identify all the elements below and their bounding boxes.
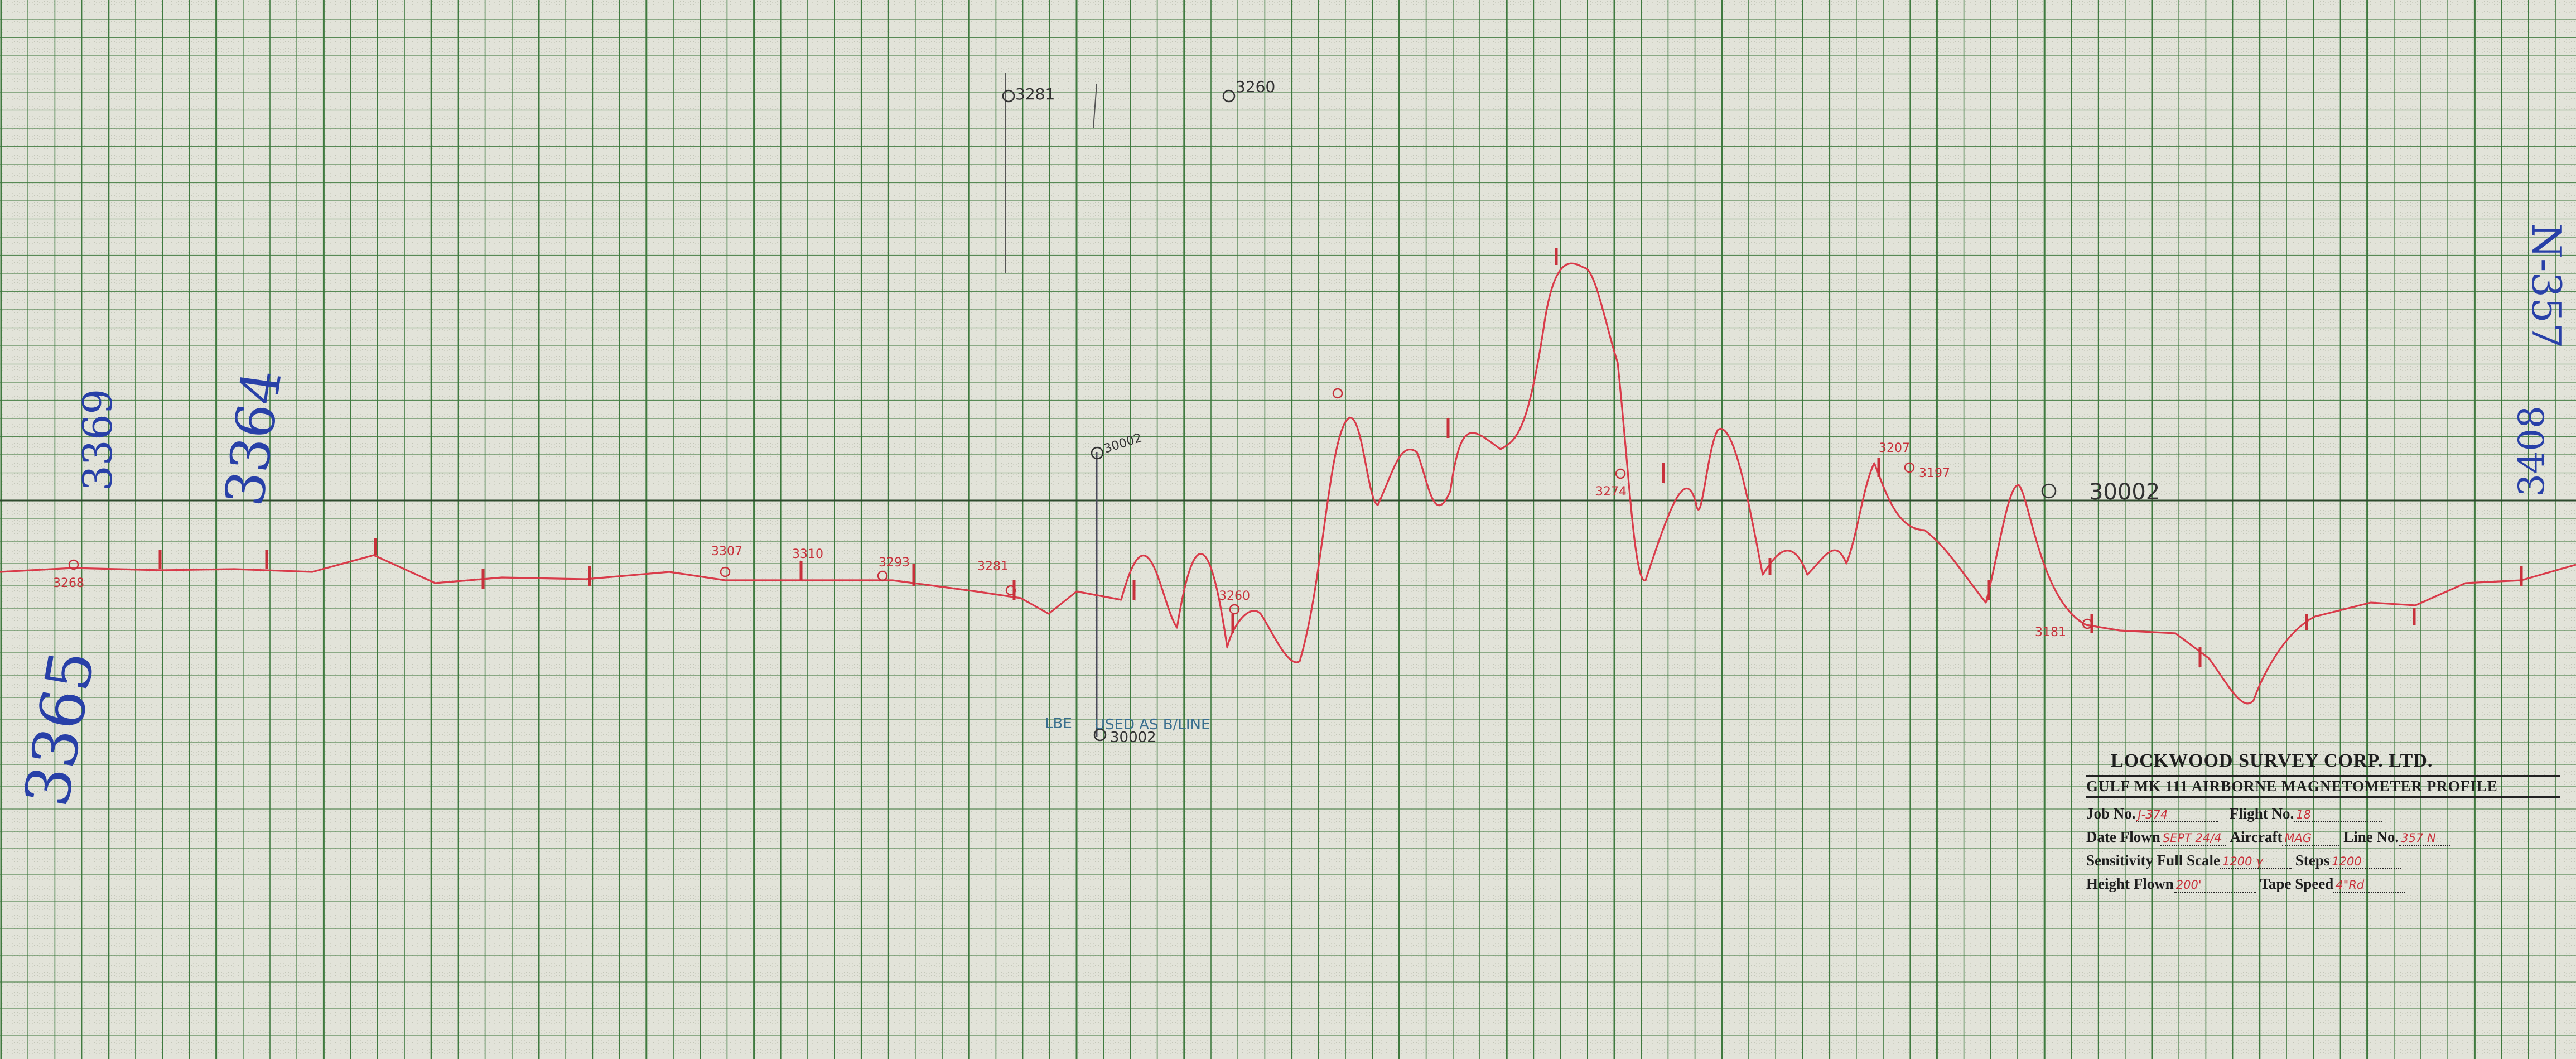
row-height: Height Flown 200' Tape Speed 4"Rd xyxy=(2086,875,2405,893)
fid-handwritten-3408: 3408 xyxy=(2511,406,2553,497)
row-sensitivity: Sensitivity Full Scale 1200 γ Steps 1200 xyxy=(2086,852,2401,869)
date-flown-value: SEPT 24/4 xyxy=(2160,831,2226,846)
fid-circles xyxy=(68,388,2093,629)
tape-speed-value: 4"Rd xyxy=(2333,878,2405,893)
tape-speed-label: Tape Speed xyxy=(2260,875,2334,892)
line-no-value: 357 N xyxy=(2399,831,2451,846)
height-flown-label: Height Flown xyxy=(2086,875,2174,892)
fid-label: 3310 xyxy=(792,547,823,561)
line-number-handwritten: N-357 xyxy=(2523,223,2570,349)
title-block: LOCKWOOD SURVEY CORP. LTD. GULF MK 111 A… xyxy=(2086,748,2560,915)
lbe-label: LBE xyxy=(1045,715,1072,732)
date-flown-label: Date Flown xyxy=(2086,829,2160,845)
height-flown-value: 200' xyxy=(2173,878,2256,893)
datum-label-bottom: 30002 xyxy=(1110,729,1156,746)
baseline-label: USED AS B/LINE xyxy=(1094,716,1210,733)
fid-label: 3181 xyxy=(2035,625,2066,639)
fid-label: 3274 xyxy=(1595,485,1627,499)
steps-label: Steps xyxy=(2295,852,2330,869)
fid-label: 3260 xyxy=(1219,589,1250,603)
sensitivity-value: 1200 γ xyxy=(2220,855,2292,869)
line-no-label: Line No. xyxy=(2343,829,2399,845)
fid-label: 3281 xyxy=(977,560,1009,574)
steps-value: 1200 xyxy=(2329,855,2401,869)
flight-no-value: 18 xyxy=(2294,808,2382,822)
fid-label: 3207 xyxy=(1879,441,1910,455)
fid-label: 3307 xyxy=(711,545,742,559)
datum-label-right: 30002 xyxy=(2089,479,2160,505)
fiducial-ticks xyxy=(158,248,2523,667)
aircraft-value: MAG xyxy=(2282,831,2340,846)
sensitivity-label: Sensitivity Full Scale xyxy=(2086,852,2221,869)
fid-handwritten-3369: 3369 xyxy=(74,389,121,491)
magnetic-profile-trace xyxy=(0,262,2576,705)
black-fid-circles xyxy=(1002,89,2057,742)
job-no-label: Job No. xyxy=(2086,805,2136,822)
company-name: LOCKWOOD SURVEY CORP. LTD. xyxy=(2111,750,2433,771)
flight-no-label: Flight No. xyxy=(2229,805,2294,822)
row-date: Date Flown SEPT 24/4 Aircraft MAG Line No.… xyxy=(2086,829,2451,846)
job-no-value: J-374 xyxy=(2135,808,2218,822)
top-fid-label: 3281 xyxy=(1015,85,1055,103)
fid-label: 3197 xyxy=(1919,466,1950,480)
profile-title: GULF MK 111 AIRBORNE MAGNETOMETER PROFIL… xyxy=(2086,775,2560,798)
top-fid-label: 3260 xyxy=(1236,78,1275,96)
row-job: Job No. J-374 Flight No. 18 xyxy=(2086,805,2382,822)
fid-label: 3268 xyxy=(53,576,84,590)
pencil-line xyxy=(1093,83,1097,129)
fid-label: 3293 xyxy=(879,556,910,570)
aircraft-label: Aircraft xyxy=(2230,829,2283,845)
